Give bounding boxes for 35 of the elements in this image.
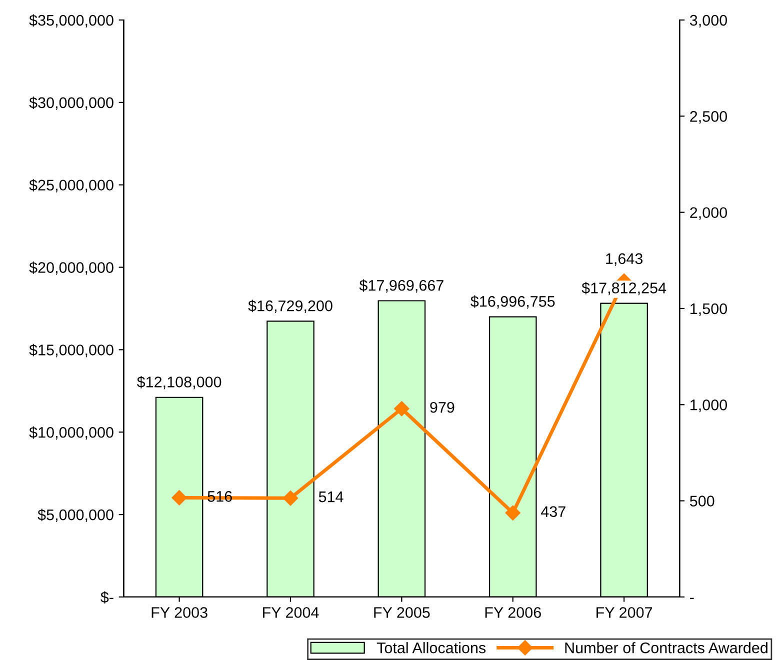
x-tick-label: FY 2003 xyxy=(152,607,208,618)
data-label: $12,108,000 xyxy=(136,376,222,390)
data-label: 979 xyxy=(430,402,454,413)
point xyxy=(505,505,520,520)
y2-tick-label: 2,500 xyxy=(690,111,727,124)
x-tick-label: FY 2004 xyxy=(263,607,319,618)
y2-tick-label: 500 xyxy=(690,496,714,506)
point xyxy=(172,490,187,506)
y-tick-label: $- xyxy=(100,591,114,604)
data-label: 1,643 xyxy=(606,253,642,266)
y-tick-label: $5,000,000 xyxy=(38,508,114,522)
point xyxy=(282,490,298,506)
data-label: $16,729,200 xyxy=(248,300,332,314)
y-tick-label: $30,000,000 xyxy=(29,96,114,110)
y-tick-label: $10,000,000 xyxy=(29,426,114,440)
point xyxy=(394,401,410,416)
data-label: $17,969,667 xyxy=(359,279,444,293)
y2-tick-label: 3,000 xyxy=(690,14,727,28)
y2-tick-label: 1,000 xyxy=(690,400,727,412)
y-tick-label: $15,000,000 xyxy=(29,344,114,358)
data-label: 437 xyxy=(540,506,566,518)
data-label: $16,996,755 xyxy=(470,295,555,309)
legend-label: Number of Contracts Awarded xyxy=(565,642,768,654)
data-label: $17,812,254 xyxy=(582,282,666,296)
legend-label: Total Allocations xyxy=(376,642,486,654)
x-tick-label: FY 2007 xyxy=(596,607,652,618)
y-tick-label: $35,000,000 xyxy=(29,14,114,28)
y2-tick-label: 1,500 xyxy=(690,303,727,316)
data-label: 514 xyxy=(318,492,344,502)
x-tick-label: FY 2006 xyxy=(485,607,541,618)
y2-tick-label: - xyxy=(690,598,694,600)
y-tick-label: $25,000,000 xyxy=(29,179,114,192)
x-tick-label: FY 2005 xyxy=(374,607,430,618)
y2-tick-label: 2,000 xyxy=(690,207,727,220)
y-tick-label: $20,000,000 xyxy=(29,262,114,275)
